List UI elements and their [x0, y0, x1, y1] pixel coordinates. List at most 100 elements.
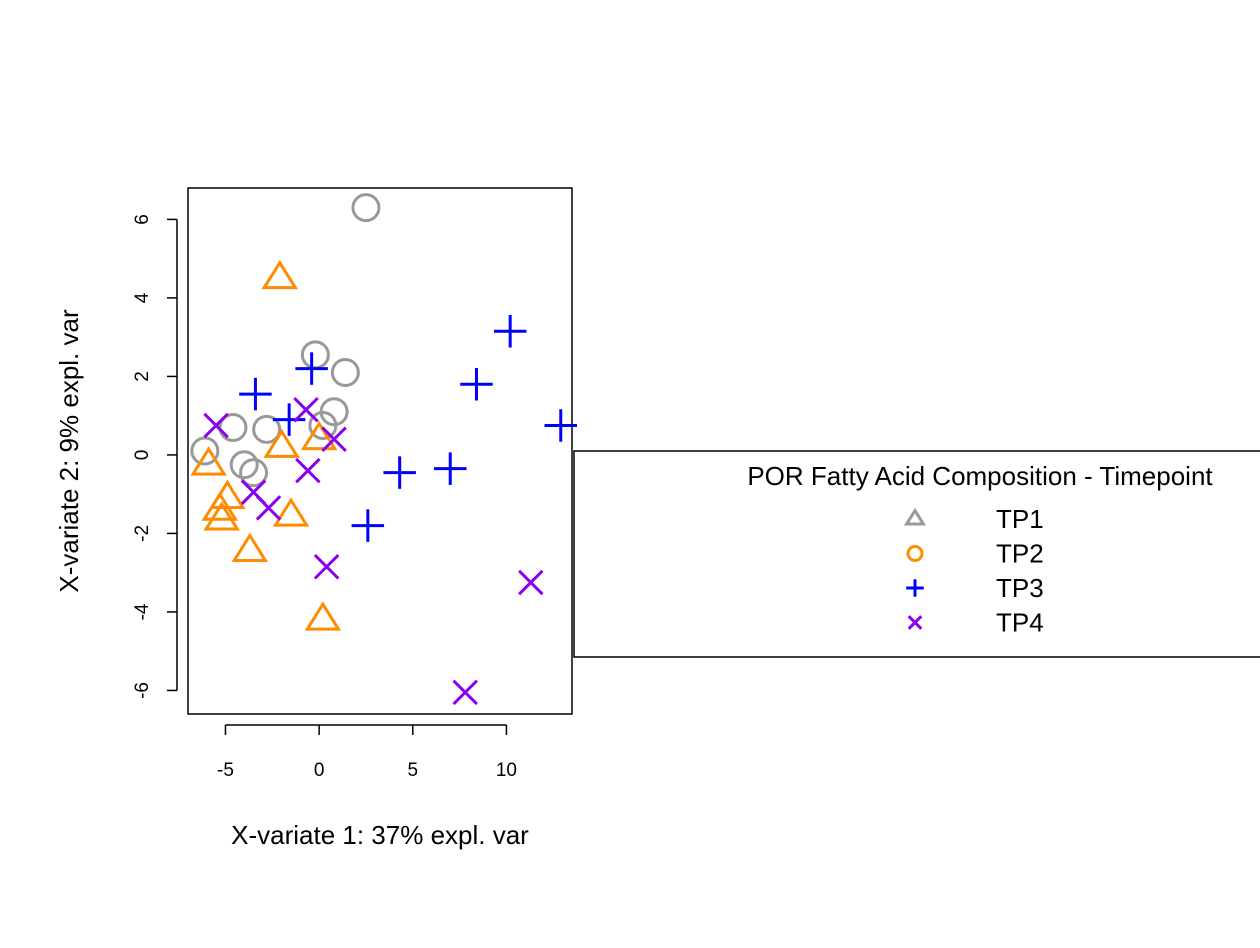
x-tick-label: 10: [496, 760, 517, 781]
y-tick-label: -4: [132, 603, 153, 620]
y-axis: -6 -4 -2 0 2 4 6: [132, 214, 178, 699]
data-point-shape: [272, 497, 310, 527]
data-point-shape: [263, 428, 300, 458]
data-point: [293, 397, 319, 423]
legend-label: TP2: [996, 539, 1044, 569]
data-point: [255, 495, 282, 521]
data-point: [272, 497, 310, 527]
legend-entry-tp4: TP4: [907, 608, 1044, 638]
data-point: [433, 452, 467, 485]
data-point: [460, 368, 493, 401]
x-tick-label: 5: [407, 760, 418, 781]
data-points: [190, 193, 578, 706]
y-tick-label: 4: [132, 292, 153, 303]
y-tick-label: 6: [132, 214, 153, 225]
data-point-shape: [239, 458, 269, 488]
y-tick-label: 2: [132, 371, 153, 382]
data-point-shape: [308, 410, 338, 440]
data-point-shape: [304, 601, 342, 631]
legend-title: POR Fatty Acid Composition - Timepoint: [747, 461, 1213, 491]
plot-frame: [187, 187, 573, 715]
legend-marker-icon: [907, 615, 923, 630]
data-point: [239, 377, 272, 411]
legend-marker-icon-shape: [906, 545, 924, 562]
data-point-shape: [190, 446, 227, 476]
data-point: [295, 352, 328, 385]
data-point: [263, 428, 300, 458]
data-point: [231, 532, 269, 562]
legend-entry-tp1: TP1: [903, 504, 1044, 534]
data-point: [351, 509, 385, 542]
legend-marker-icon-shape: [903, 507, 927, 526]
data-point: [452, 679, 478, 706]
data-point: [201, 491, 239, 521]
data-point-shape: [203, 501, 241, 531]
legend-label: TP4: [996, 608, 1044, 638]
data-point: [239, 458, 269, 488]
legend-marker-icon: [903, 507, 927, 526]
data-point: [190, 436, 220, 466]
data-point-shape: [261, 259, 299, 290]
data-point: [252, 414, 282, 444]
data-point-shape: [351, 193, 381, 223]
data-point-shape: [231, 532, 269, 562]
data-point: [544, 409, 578, 442]
legend-marker-icon: [906, 545, 924, 562]
data-point: [261, 259, 299, 290]
data-point: [295, 457, 321, 484]
data-point-d2: [452, 679, 478, 706]
data-point-shape: [190, 436, 220, 466]
data-point: [330, 357, 360, 387]
series-2: [190, 259, 342, 631]
data-point: [308, 410, 338, 440]
data-point-shape: [330, 357, 360, 387]
data-point: [518, 569, 544, 596]
data-point-d2: [203, 412, 229, 439]
data-point: [351, 193, 381, 223]
series-3: [239, 315, 578, 542]
data-point: [203, 501, 241, 531]
data-point: [300, 420, 338, 451]
data-point-d2: [293, 397, 319, 423]
y-axis-title: X-variate 2: 9% expl. var: [54, 309, 84, 593]
data-point-d2: [321, 426, 347, 452]
data-point-shape: [300, 420, 338, 451]
data-point-shape: [201, 491, 239, 521]
data-point-d2: [518, 569, 544, 596]
legend-entry-tp3: TP3: [906, 573, 1044, 603]
series-4: [203, 397, 544, 706]
legend-marker-icon: [906, 579, 924, 597]
legend-entry-tp2: TP2: [906, 539, 1044, 569]
legend-entries: TP1 TP2 TP3 TP4: [903, 504, 1044, 638]
data-point: [321, 426, 347, 452]
data-point-shape: [300, 340, 330, 370]
y-tick-label: 0: [132, 450, 153, 461]
x-axis-title: X-variate 1: 37% expl. var: [231, 820, 529, 850]
data-point-d2: [255, 495, 282, 521]
x-tick-label: -5: [217, 760, 234, 781]
x-axis: -5 0 5 10: [217, 724, 517, 781]
data-point-shape: [229, 450, 259, 480]
legend-marker-icon-d2: [907, 615, 923, 630]
data-point-d2: [240, 479, 267, 505]
data-point: [229, 450, 259, 480]
data-point-shape: [252, 414, 282, 444]
legend-label: TP3: [996, 573, 1044, 603]
y-tick-label: -6: [132, 682, 153, 699]
data-point: [272, 403, 306, 436]
data-point: [383, 456, 416, 489]
data-point: [313, 554, 340, 580]
series-1: [190, 193, 381, 488]
data-point-d2: [313, 554, 340, 580]
y-tick-label: -2: [132, 525, 153, 542]
legend: POR Fatty Acid Composition - Timepoint T…: [573, 450, 1260, 658]
data-point-d2: [295, 457, 321, 484]
data-point: [203, 412, 229, 439]
x-tick-label: 0: [314, 760, 325, 781]
data-point: [300, 340, 330, 370]
legend-label: TP1: [996, 504, 1044, 534]
data-point: [493, 315, 527, 348]
data-point: [190, 446, 227, 476]
data-point: [304, 601, 342, 631]
